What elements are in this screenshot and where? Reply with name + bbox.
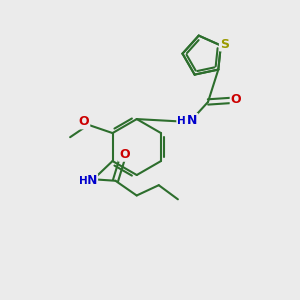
Text: S: S bbox=[220, 38, 229, 50]
Text: O: O bbox=[119, 148, 130, 161]
Text: H: H bbox=[79, 176, 88, 186]
Text: O: O bbox=[79, 116, 89, 128]
Text: N: N bbox=[87, 174, 97, 187]
Text: O: O bbox=[231, 93, 241, 106]
Text: H: H bbox=[177, 116, 186, 125]
Text: N: N bbox=[187, 114, 197, 127]
